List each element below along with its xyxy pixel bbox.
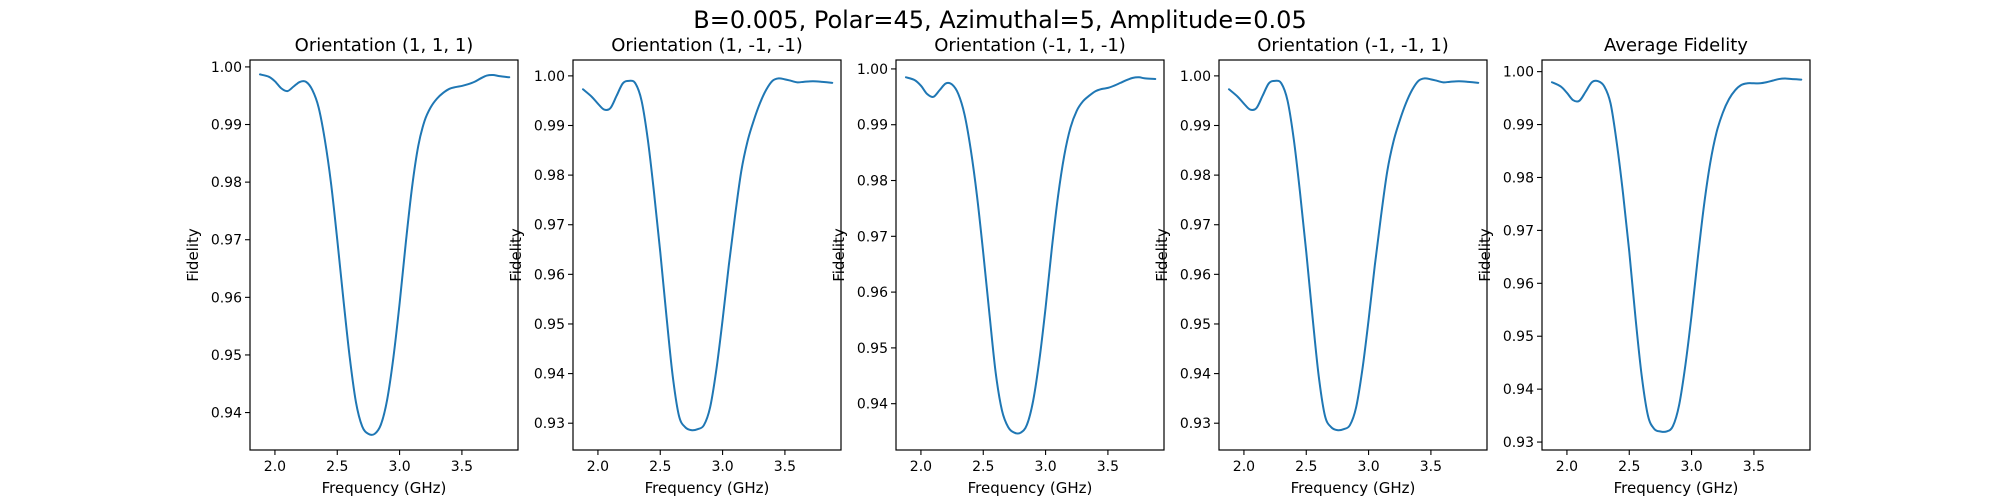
axes-frame <box>895 59 1165 451</box>
x-tick-label: 2.5 <box>972 459 994 475</box>
x-tick-label: 3.0 <box>711 459 733 475</box>
x-tick-label: 3.0 <box>1034 459 1056 475</box>
x-tick-label: 3.5 <box>774 459 796 475</box>
fidelity-series-line <box>1550 77 1803 433</box>
y-tick-label: 0.97 <box>1180 218 1211 234</box>
x-tick-label: 3.5 <box>1420 459 1442 475</box>
y-tick-label: 0.95 <box>1180 317 1211 333</box>
x-tick-label: 2.0 <box>587 459 609 475</box>
x-axis-label: Frequency (GHz) <box>968 479 1093 497</box>
y-tick-label: 0.97 <box>857 229 888 245</box>
y-tick-label: 1.00 <box>1503 65 1534 81</box>
x-tick-label: 3.5 <box>1097 459 1119 475</box>
x-tick-label: 3.0 <box>1357 459 1379 475</box>
y-tick-label: 0.93 <box>1180 416 1211 432</box>
y-tick-label: 0.96 <box>534 267 565 283</box>
fidelity-series-line <box>258 73 511 436</box>
y-tick-label: 0.98 <box>211 175 242 191</box>
y-tick-label: 1.00 <box>211 60 242 76</box>
y-axis-label: Fidelity <box>1476 228 1494 282</box>
x-tick-label: 2.0 <box>264 459 286 475</box>
x-axis-label: Frequency (GHz) <box>1291 479 1416 497</box>
y-tick-label: 0.93 <box>1503 435 1534 451</box>
y-tick-label: 0.95 <box>534 317 565 333</box>
x-tick-label: 3.0 <box>1680 459 1702 475</box>
x-axis-label: Frequency (GHz) <box>1614 479 1739 497</box>
axes-frame <box>1218 59 1488 451</box>
fidelity-series-line <box>904 76 1157 435</box>
y-tick-label: 0.97 <box>211 233 242 249</box>
subplot-title: Orientation (-1, -1, 1) <box>1257 35 1449 56</box>
fidelity-series-line <box>581 77 834 432</box>
y-tick-label: 0.98 <box>534 168 565 184</box>
y-tick-label: 0.96 <box>1503 276 1534 292</box>
x-axis-label: Frequency (GHz) <box>645 479 770 497</box>
y-axis-label: Fidelity <box>184 228 202 282</box>
x-tick-label: 3.5 <box>451 459 473 475</box>
y-tick-label: 0.94 <box>1503 382 1534 398</box>
y-tick-label: 0.96 <box>1180 267 1211 283</box>
fidelity-series-line <box>1227 77 1480 432</box>
y-axis-label: Fidelity <box>1153 228 1171 282</box>
y-tick-label: 0.99 <box>1180 118 1211 134</box>
y-tick-label: 0.99 <box>857 118 888 134</box>
x-tick-label: 2.0 <box>1556 459 1578 475</box>
y-tick-label: 0.95 <box>1503 329 1534 345</box>
axes-frame <box>572 59 842 451</box>
y-tick-label: 0.94 <box>1180 367 1211 383</box>
y-tick-label: 0.96 <box>211 290 242 306</box>
y-tick-label: 0.99 <box>1503 118 1534 134</box>
subplot-4: Orientation (-1, -1, 1) 0.93 0.94 0.95 0.96 0… <box>1153 35 1488 497</box>
x-tick-label: 3.5 <box>1743 459 1765 475</box>
y-tick-label: 0.98 <box>857 174 888 190</box>
y-tick-label: 1.00 <box>1180 69 1211 85</box>
y-tick-label: 0.94 <box>211 406 242 422</box>
y-tick-label: 0.99 <box>534 118 565 134</box>
y-tick-label: 1.00 <box>534 69 565 85</box>
x-tick-label: 2.5 <box>326 459 348 475</box>
subplot-title: Orientation (1, -1, -1) <box>611 35 803 56</box>
x-axis-label: Frequency (GHz) <box>322 479 447 497</box>
x-tick-label: 2.5 <box>1618 459 1640 475</box>
y-tick-label: 0.97 <box>1503 223 1534 239</box>
subplot-group: Orientation (1, 1, 1) 0.94 0.95 0.96 0.97 0.9… <box>184 35 1811 497</box>
y-tick-label: 0.95 <box>211 348 242 364</box>
y-tick-label: 0.93 <box>534 416 565 432</box>
subplot-title: Orientation (-1, 1, -1) <box>934 35 1126 56</box>
subplot-2: Orientation (1, -1, -1) 0.93 0.94 0.95 0.96 0… <box>507 35 842 497</box>
y-tick-label: 0.98 <box>1503 170 1534 186</box>
y-tick-label: 0.96 <box>857 285 888 301</box>
x-tick-label: 3.0 <box>388 459 410 475</box>
axes-frame <box>249 59 519 451</box>
subplot-5: Average Fidelity 0.93 0.94 0.95 0.96 0.97 0.98… <box>1476 35 1811 497</box>
subplot-3: Orientation (-1, 1, -1) 0.94 0.95 0.96 0.97 0… <box>830 35 1165 497</box>
y-tick-label: 0.99 <box>211 118 242 134</box>
y-tick-label: 0.94 <box>534 367 565 383</box>
y-tick-label: 0.95 <box>857 341 888 357</box>
figure-suptitle: B=0.005, Polar=45, Azimuthal=5, Amplitud… <box>693 6 1306 34</box>
y-tick-label: 0.94 <box>857 397 888 413</box>
y-axis-label: Fidelity <box>507 228 525 282</box>
y-axis-label: Fidelity <box>830 228 848 282</box>
subplot-title: Average Fidelity <box>1604 35 1748 56</box>
axes-frame <box>1541 59 1811 451</box>
x-tick-label: 2.0 <box>1233 459 1255 475</box>
x-tick-label: 2.5 <box>649 459 671 475</box>
x-tick-label: 2.5 <box>1295 459 1317 475</box>
y-tick-label: 0.97 <box>534 218 565 234</box>
x-tick-label: 2.0 <box>910 459 932 475</box>
y-tick-label: 0.98 <box>1180 168 1211 184</box>
subplot-title: Orientation (1, 1, 1) <box>295 35 474 56</box>
y-tick-label: 1.00 <box>857 62 888 78</box>
subplot-1: Orientation (1, 1, 1) 0.94 0.95 0.96 0.97 0.9… <box>184 35 519 497</box>
